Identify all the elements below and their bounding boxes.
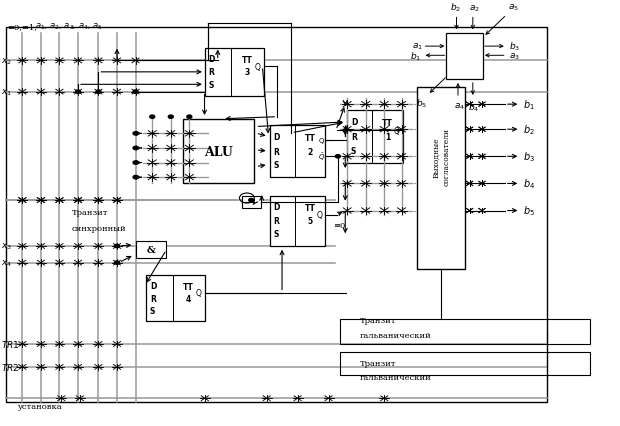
Text: $x_1$: $x_1$ <box>1 87 12 98</box>
Text: D: D <box>273 203 280 212</box>
Bar <box>340 352 590 375</box>
Circle shape <box>133 161 138 165</box>
Text: 5: 5 <box>308 217 312 226</box>
Text: TT: TT <box>304 134 316 143</box>
Bar <box>146 276 205 321</box>
Circle shape <box>96 91 101 94</box>
Text: ≡0: ≡0 <box>334 222 346 230</box>
Text: R: R <box>273 217 280 226</box>
Text: TT: TT <box>184 282 194 291</box>
Bar <box>270 196 326 246</box>
Bar <box>446 34 483 80</box>
Text: Выходные
согласователи: Выходные согласователи <box>432 128 450 186</box>
Text: Транзит: Транзит <box>360 317 396 325</box>
Circle shape <box>133 91 138 94</box>
Text: 1: 1 <box>385 132 390 142</box>
Text: $b_2$: $b_2$ <box>450 2 461 14</box>
Text: R: R <box>273 147 280 156</box>
Text: $b_1$: $b_1$ <box>410 50 422 62</box>
Bar <box>242 196 260 209</box>
Bar <box>183 119 254 184</box>
Text: $b_5$: $b_5$ <box>417 98 428 110</box>
Text: S: S <box>351 146 356 155</box>
Text: R: R <box>150 294 156 303</box>
Bar <box>270 126 326 178</box>
Text: $b_3$: $b_3$ <box>523 150 536 164</box>
Text: Q: Q <box>394 127 399 135</box>
Text: &: & <box>146 246 156 255</box>
Text: $x_2$: $x_2$ <box>1 56 12 66</box>
Text: 2: 2 <box>308 147 312 156</box>
Circle shape <box>133 176 138 179</box>
Text: $a_2$: $a_2$ <box>469 4 480 14</box>
Text: 4: 4 <box>186 294 192 303</box>
Bar <box>340 319 590 344</box>
Text: Транзит: Транзит <box>360 359 396 367</box>
Text: установка: установка <box>18 402 63 409</box>
Text: R: R <box>351 132 356 142</box>
Text: S: S <box>150 306 155 315</box>
Text: $a_1$: $a_1$ <box>412 42 423 52</box>
Circle shape <box>249 199 254 202</box>
Text: $b_4$: $b_4$ <box>523 177 536 191</box>
Text: 3: 3 <box>245 68 250 77</box>
Text: TT: TT <box>304 204 316 213</box>
Bar <box>136 242 167 259</box>
Text: $b_5$: $b_5$ <box>523 204 535 218</box>
Circle shape <box>115 262 120 265</box>
Circle shape <box>150 116 155 119</box>
Text: ≡0,≡1,: ≡0,≡1, <box>7 23 37 31</box>
Text: Транзит: Транзит <box>72 208 108 216</box>
Text: $a_3$: $a_3$ <box>509 51 520 61</box>
Text: S: S <box>273 230 279 239</box>
Text: D: D <box>150 281 156 290</box>
Text: ALU: ALU <box>205 145 233 158</box>
Circle shape <box>133 132 138 136</box>
Text: Q: Q <box>196 288 202 297</box>
Text: гальванический: гальванический <box>360 332 432 340</box>
Text: $TR2$: $TR2$ <box>1 362 20 373</box>
Text: $TR1$: $TR1$ <box>1 339 20 350</box>
Text: D: D <box>208 55 215 64</box>
Circle shape <box>115 245 120 248</box>
Circle shape <box>187 116 192 119</box>
Text: S: S <box>208 81 214 89</box>
Text: $x_4$: $x_4$ <box>1 258 12 268</box>
Text: $\bar{Q}$: $\bar{Q}$ <box>317 151 325 163</box>
Text: TT: TT <box>242 56 253 65</box>
Circle shape <box>335 155 340 158</box>
Text: $b_1$: $b_1$ <box>523 98 535 112</box>
Text: D: D <box>351 118 357 127</box>
Text: синхронный: синхронный <box>72 225 126 233</box>
Bar <box>417 88 465 269</box>
Text: TT: TT <box>382 119 393 128</box>
Text: $a_5$: $a_5$ <box>508 3 519 13</box>
Text: $b_4$: $b_4$ <box>468 101 480 113</box>
Text: $a_4$: $a_4$ <box>453 101 464 111</box>
Text: R: R <box>208 68 215 77</box>
Bar <box>6 28 547 403</box>
Text: гальванический: гальванический <box>360 373 432 381</box>
Text: $b_2$: $b_2$ <box>523 123 535 137</box>
Text: $b_3$: $b_3$ <box>509 41 520 53</box>
Text: Q: Q <box>319 137 324 143</box>
Text: S: S <box>273 161 279 170</box>
Text: $x_3$: $x_3$ <box>1 241 12 252</box>
Circle shape <box>169 116 173 119</box>
Bar <box>205 49 264 97</box>
Circle shape <box>133 147 138 150</box>
Circle shape <box>76 91 81 94</box>
Text: Q: Q <box>316 211 322 220</box>
Text: $a_1$, $a_2$, $a_3$, $a_4$, $a_5$: $a_1$, $a_2$, $a_3$, $a_4$, $a_5$ <box>35 21 103 32</box>
Text: Q: Q <box>254 63 260 72</box>
Bar <box>347 111 403 163</box>
Text: D: D <box>273 132 280 142</box>
